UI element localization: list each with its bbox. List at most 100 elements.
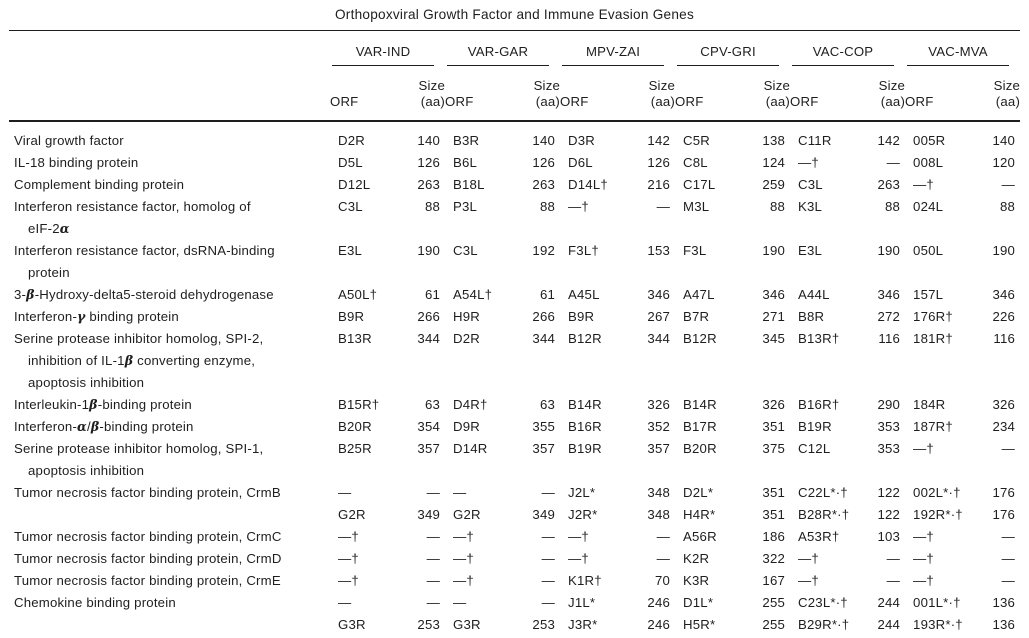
orf-cell <box>330 350 397 372</box>
size-cell: 140 <box>992 133 1016 148</box>
gene-name-cell: Tumor necrosis factor binding protein, C… <box>14 485 281 500</box>
table-row: Tumor necrosis factor binding protein, C… <box>9 570 1020 592</box>
size-cell: 190 <box>762 243 786 258</box>
orf-cell: K3L <box>798 199 823 214</box>
size-cell <box>627 372 675 394</box>
size-cell: 357 <box>532 441 556 456</box>
orf-cell: D3R <box>568 133 596 148</box>
orf-cell: —† <box>568 199 589 214</box>
orf-cell: B15R† <box>338 397 380 412</box>
orf-cell: — <box>338 485 352 500</box>
size-cell: — <box>1001 573 1016 588</box>
size-cell: 322 <box>762 551 786 566</box>
size-cell: 255 <box>762 595 786 610</box>
table-row: apoptosis inhibition <box>9 372 1020 394</box>
column-group-cpv-gri: CPV-GRI <box>675 31 790 67</box>
orf-cell: A44L <box>798 287 830 302</box>
orf-cell: D14L† <box>568 177 608 192</box>
size-cell: 346 <box>992 287 1016 302</box>
size-cell <box>742 262 790 284</box>
size-cell: 357 <box>647 441 671 456</box>
orf-cell: B19R <box>798 419 832 434</box>
size-cell: 326 <box>992 397 1016 412</box>
orf-cell <box>905 460 972 482</box>
orf-cell: B25R <box>338 441 372 456</box>
column-group-vac-mva: VAC-MVA <box>905 31 1020 67</box>
size-cell <box>972 262 1020 284</box>
size-header: Size (aa) <box>397 67 446 122</box>
orf-header: ORF <box>905 67 973 122</box>
orf-cell: B16R <box>568 419 602 434</box>
orf-cell: D2L* <box>683 485 714 500</box>
orf-header: ORF <box>330 67 397 122</box>
orf-cell: G2R <box>338 507 366 522</box>
size-cell: — <box>656 529 671 544</box>
size-cell: 126 <box>532 155 556 170</box>
orf-cell <box>445 350 512 372</box>
orf-cell: P3L <box>453 199 478 214</box>
size-cell: 126 <box>417 155 441 170</box>
gene-name-cell: Interferon-α/β-binding protein <box>14 419 194 434</box>
orf-cell: B20R <box>338 419 372 434</box>
size-cell: 88 <box>999 199 1016 214</box>
orf-cell: D4R† <box>453 397 488 412</box>
size-cell: 124 <box>762 155 786 170</box>
size-cell <box>972 350 1020 372</box>
orf-cell: B12R <box>568 331 602 346</box>
orf-cell <box>675 218 742 240</box>
column-group-vac-cop: VAC-COP <box>790 31 905 67</box>
orf-cell: B19R <box>568 441 602 456</box>
table-row: 3-β-Hydroxy-delta5-steroid dehydrogenase… <box>9 284 1020 306</box>
size-cell: 63 <box>539 397 556 412</box>
orf-cell: G3R <box>338 617 366 632</box>
orf-header: ORF <box>790 67 858 122</box>
orf-cell: B9R <box>568 309 595 324</box>
gene-name-cell: Complement binding protein <box>14 177 185 192</box>
size-cell: — <box>541 529 556 544</box>
size-cell: 103 <box>877 529 901 544</box>
orf-cell: A56R <box>683 529 717 544</box>
table-row: inhibition of IL-1β converting enzyme, <box>9 350 1020 372</box>
group-label: MPV-ZAI <box>562 44 665 66</box>
orf-cell: 184R <box>913 397 946 412</box>
table-row: Interferon resistance factor, dsRNA-bind… <box>9 240 1020 262</box>
orf-cell: J1L* <box>568 595 596 610</box>
orf-cell: B29R*·† <box>798 617 850 632</box>
size-cell: — <box>1001 441 1016 456</box>
orf-cell: C12L <box>798 441 831 456</box>
size-cell: 353 <box>877 441 901 456</box>
orf-cell: A53R† <box>798 529 840 544</box>
table-row: Tumor necrosis factor binding protein, C… <box>9 526 1020 548</box>
size-cell: 176 <box>992 485 1016 500</box>
table-row: protein <box>9 262 1020 284</box>
virus-group-header-row: VAR-IND VAR-GAR MPV-ZAI CPV-GRI VAC-COP … <box>9 31 1020 67</box>
orf-cell: —† <box>338 573 359 588</box>
orf-cell: B17R <box>683 419 717 434</box>
orf-cell: H9R <box>453 309 480 324</box>
orf-cell <box>675 262 742 284</box>
column-group-var-gar: VAR-GAR <box>445 31 560 67</box>
size-cell <box>857 460 905 482</box>
orf-cell: C3L <box>798 177 823 192</box>
orf-cell: —† <box>568 529 589 544</box>
size-cell: 353 <box>877 419 901 434</box>
orf-cell <box>560 350 627 372</box>
size-cell: 88 <box>884 199 901 214</box>
orf-cell: 008L <box>913 155 944 170</box>
size-cell: 346 <box>647 287 671 302</box>
table-row: eIF-2α <box>9 218 1020 240</box>
size-cell: 190 <box>417 243 441 258</box>
size-cell: 190 <box>877 243 901 258</box>
orf-cell: A47L <box>683 287 715 302</box>
size-cell: 70 <box>654 573 671 588</box>
table-row: Interferon-γ binding protein B9R 266 H9R 26… <box>9 306 1020 328</box>
orf-cell <box>445 372 512 394</box>
size-cell: 140 <box>417 133 441 148</box>
orf-cell: C23L*·† <box>798 595 848 610</box>
orf-cell: —† <box>913 441 934 456</box>
size-cell: 271 <box>762 309 786 324</box>
orf-cell: —† <box>798 573 819 588</box>
orf-cell <box>790 372 857 394</box>
orf-cell <box>445 262 512 284</box>
table-row: Tumor necrosis factor binding protein, C… <box>9 482 1020 504</box>
